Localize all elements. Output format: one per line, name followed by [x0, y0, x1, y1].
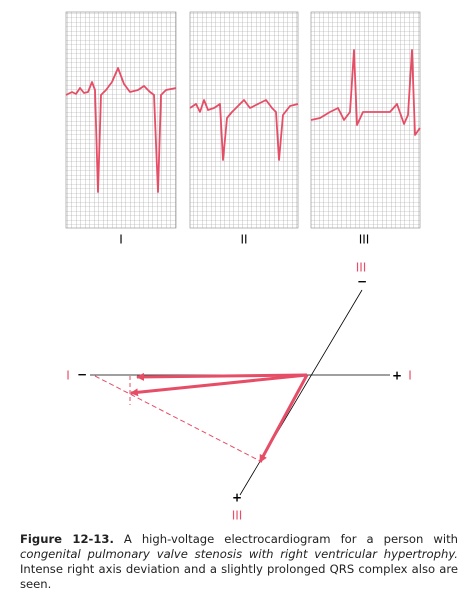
lead-label: II [240, 233, 247, 247]
lead-label: I [408, 369, 412, 383]
pole-sign: + [232, 491, 242, 505]
pole-sign: − [357, 275, 367, 289]
lead-label: I [66, 369, 70, 383]
lead-label: III [356, 261, 367, 275]
lead-label: III [232, 509, 243, 523]
figure: I II III I − + I III − + III [65, 11, 421, 523]
lead-label: III [359, 233, 370, 247]
caption-text: Intense right axis deviation and a sligh… [20, 562, 458, 591]
caption-text: A high-voltage electrocardiogram for a p… [123, 532, 458, 546]
pole-sign: − [77, 368, 87, 382]
axis-diagram: I − + I III − + III [66, 261, 412, 523]
pole-sign: + [392, 369, 402, 383]
caption: Figure 12-13. A high-voltage electrocard… [20, 532, 458, 592]
ecg-strips: I II III [65, 11, 421, 247]
caption-label: Figure 12-13. [20, 532, 114, 546]
lead-label: I [119, 233, 123, 247]
caption-italic: congenital pulmonary valve stenosis with… [20, 547, 458, 561]
